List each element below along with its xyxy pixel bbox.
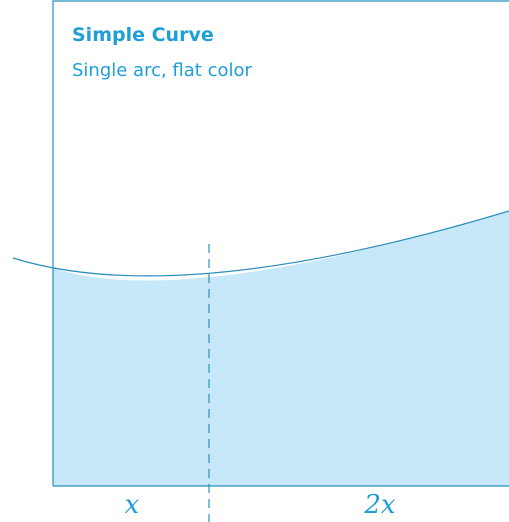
dimension-label-x: x (124, 490, 140, 520)
card-frame (52, 0, 509, 486)
curve-fill-area (53, 211, 509, 486)
card-title: Simple Curve (72, 24, 214, 46)
dimension-label-2x: 2x (364, 490, 396, 520)
curve-arc (12, 210, 509, 277)
card-subtitle: Single arc, flat color (72, 60, 252, 81)
